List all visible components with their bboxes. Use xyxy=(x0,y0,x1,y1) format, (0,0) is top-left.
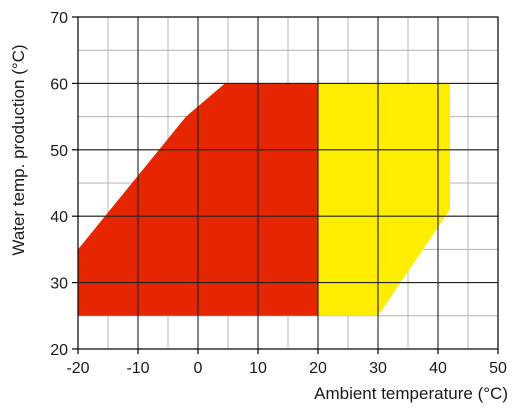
x-axis-title: Ambient temperature (°C) xyxy=(314,384,508,403)
x-tick-label: -20 xyxy=(66,360,89,377)
y-tick-label: 60 xyxy=(50,76,68,93)
x-tick-label: 30 xyxy=(369,360,387,377)
y-axis-ticks: 20 30 40 50 60 70 xyxy=(50,10,78,359)
operating-region-2 xyxy=(318,83,450,316)
major-gridlines xyxy=(78,17,498,349)
y-tick-label: 50 xyxy=(50,143,68,160)
x-tick-label: 20 xyxy=(309,360,327,377)
y-tick-label: 30 xyxy=(50,276,68,293)
x-tick-label: 50 xyxy=(489,360,507,377)
x-axis-ticks: -20 -10 0 10 20 30 40 50 xyxy=(66,349,507,377)
x-tick-label: 10 xyxy=(249,360,267,377)
y-tick-label: 20 xyxy=(50,342,68,359)
operating-regions xyxy=(78,83,450,316)
x-tick-label: 0 xyxy=(194,360,203,377)
x-tick-label: 40 xyxy=(429,360,447,377)
y-tick-label: 40 xyxy=(50,209,68,226)
plot-frame xyxy=(77,16,499,350)
y-tick-label: 70 xyxy=(50,10,68,27)
y-axis-title: Water temp. production (°C) xyxy=(9,44,28,255)
x-tick-label: -10 xyxy=(126,360,149,377)
